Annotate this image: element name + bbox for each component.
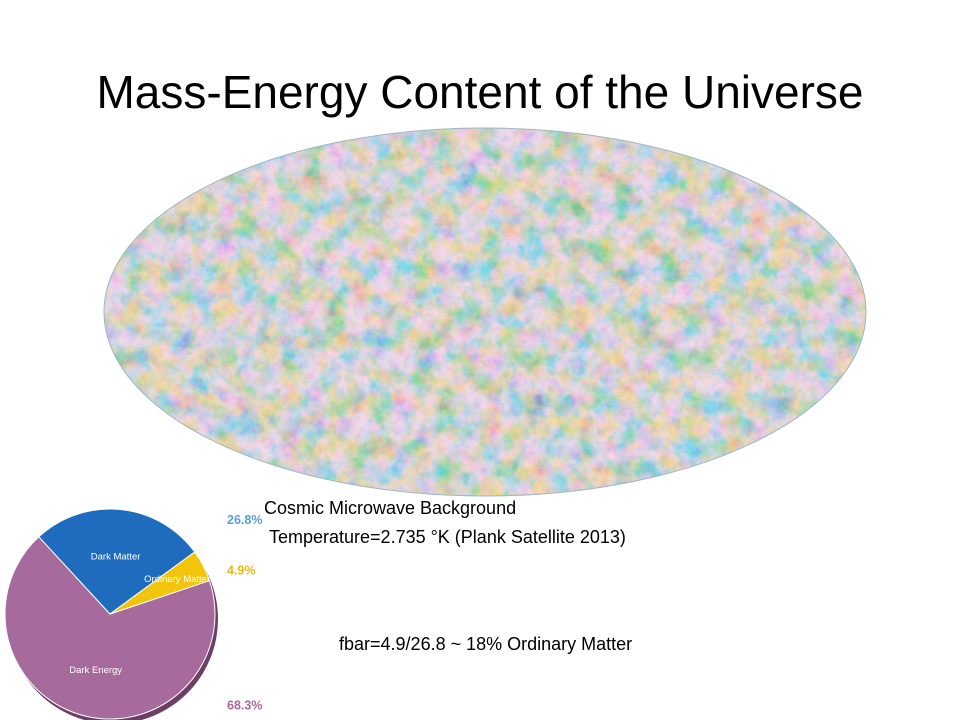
ratio-note: fbar=4.9/26.8 ~ 18% Ordinary Matter bbox=[339, 634, 633, 654]
slice-dark-energy bbox=[4, 536, 216, 720]
slice-ordinary-matter bbox=[109, 551, 211, 615]
slice-dark-matter bbox=[38, 508, 196, 615]
label-dark-matter: Dark Matter bbox=[91, 552, 141, 563]
image-caption: Cosmic Microwave Background bbox=[264, 498, 517, 518]
label-ordinary-matter: Ordinary Matter bbox=[144, 574, 210, 585]
cmb-sky-map bbox=[103, 127, 867, 497]
label-dark-energy: Dark Energy bbox=[69, 665, 122, 676]
image-subcaption: Temperature=2.735 °K (Plank Satellite 20… bbox=[269, 527, 626, 547]
pct-dark-matter: 26.8% bbox=[227, 513, 262, 527]
pct-ordinary-matter: 4.9% bbox=[227, 564, 256, 578]
slide-title: Mass-Energy Content of the Universe bbox=[96, 66, 864, 118]
pct-dark-energy: 68.3% bbox=[227, 699, 262, 713]
